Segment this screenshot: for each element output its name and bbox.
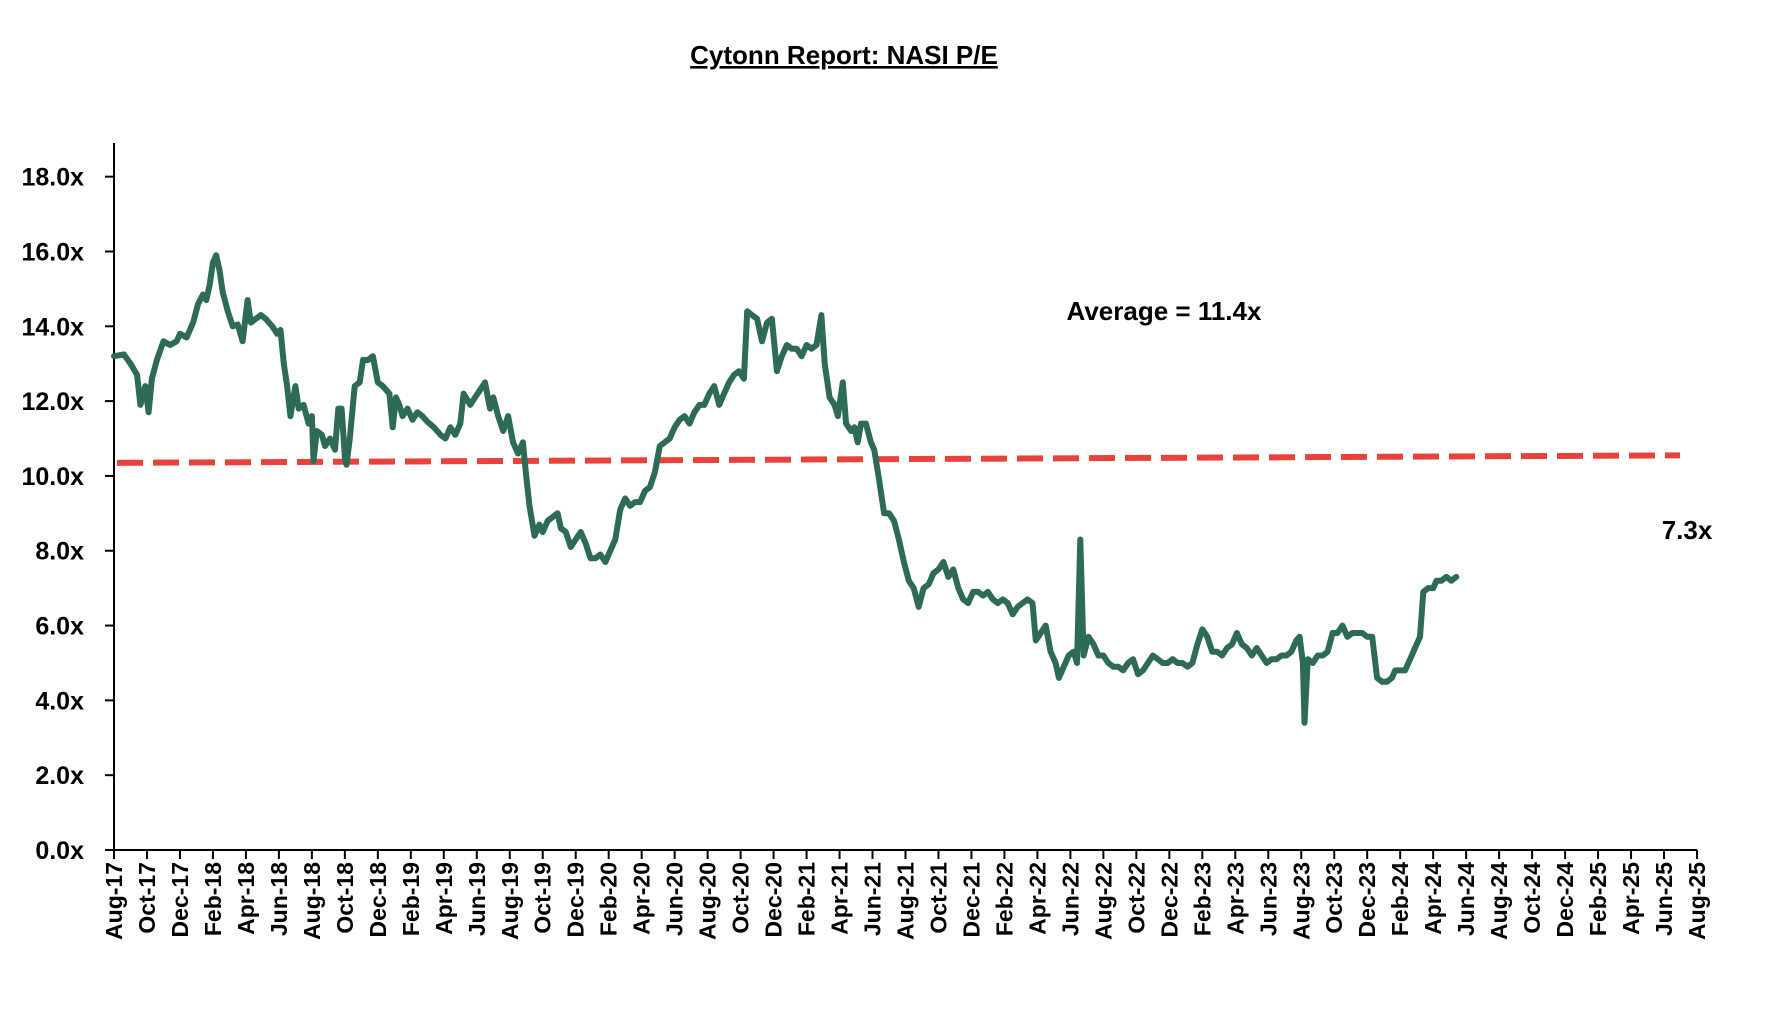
x-tick-label: Feb-20 [596,862,622,936]
x-tick-label: Oct-20 [728,862,754,934]
y-tick-label: 2.0x [35,762,84,790]
x-tick-label: Apr-18 [233,862,259,935]
x-tick-label: Aug-24 [1486,862,1512,940]
x-tick-label: Aug-20 [695,862,721,940]
average-line-group [116,452,1681,466]
average-line [116,452,1681,466]
x-tick-label: Feb-21 [794,862,820,936]
x-tick-label: Dec-17 [167,862,193,937]
x-tick-label: Dec-23 [1354,862,1380,937]
x-tick-label: Jun-18 [266,862,292,936]
x-tick-label: Jun-21 [860,862,886,936]
y-tick-label: 18.0x [21,164,84,192]
x-tick-label: Aug-19 [497,862,523,940]
x-tick-label: Oct-21 [925,862,951,934]
x-tick-label: Jun-23 [1255,862,1281,936]
series-group [111,252,1460,726]
x-tick-label: Dec-24 [1552,862,1578,938]
x-tick-label: Oct-17 [134,862,160,934]
x-tick-label: Jun-19 [464,862,490,936]
x-tick-label: Apr-20 [629,862,655,935]
average-label: Average = 11.4x [1067,296,1262,326]
x-tick-label: Dec-22 [1156,862,1182,937]
x-tick-label: Aug-18 [299,862,325,940]
x-tick-label: Feb-25 [1585,862,1611,936]
x-tick-label: Aug-25 [1684,862,1710,940]
x-tick-label: Apr-22 [1024,862,1050,935]
x-tick-label: Apr-21 [827,862,853,935]
x-tick-label: Oct-22 [1123,862,1149,934]
y-tick-label: 16.0x [21,238,84,266]
y-tick-label: 14.0x [21,313,84,341]
y-tick-label: 6.0x [35,613,84,641]
x-tick-label: Aug-22 [1090,862,1116,940]
y-tick-label: 4.0x [35,687,84,715]
y-tick-label: 8.0x [35,538,84,566]
x-tick-label: Jun-22 [1057,862,1083,936]
x-tick-label: Aug-17 [101,862,127,940]
x-tick-label: Aug-21 [893,862,919,940]
series-line-0 [111,252,1460,726]
y-tick-label: 12.0x [21,388,84,416]
x-tick-label: Oct-19 [530,862,556,934]
x-tick-label: Dec-19 [563,862,589,937]
x-tick-label: Jun-24 [1453,862,1479,936]
x-tick-label: Dec-20 [761,862,787,937]
last-value-label: 7.3x [1662,515,1713,545]
y-tick-label: 0.0x [35,837,84,865]
x-axis: Aug-17 Oct-17 Dec-17 Feb-18 Apr-18 Jun-18 Aug-… [101,849,1710,940]
x-tick-label: Aug-23 [1288,862,1314,940]
x-tick-label: Feb-18 [200,862,226,936]
x-tick-label: Apr-19 [431,862,457,935]
y-axis: 0.0x 2.0x 4.0x 6.0x 8.0x 10.0x 12.0x 14.0x 16.0x… [21,143,115,865]
x-tick-label: Feb-23 [1189,862,1215,936]
x-tick-label: Oct-18 [332,862,358,934]
x-tick-label: Apr-23 [1222,862,1248,935]
x-tick-label: Apr-25 [1618,862,1644,935]
x-tick-label: Jun-25 [1651,862,1677,936]
x-tick-label: Feb-24 [1387,862,1413,936]
x-tick-label: Dec-18 [365,862,391,938]
x-tick-label: Feb-22 [991,862,1017,936]
chart-title: Cytonn Report: NASI P/E [690,40,998,70]
x-tick-label: Jun-20 [662,862,688,936]
x-tick-label: Dec-21 [958,862,984,938]
y-tick-label: 10.0x [21,463,84,491]
x-tick-label: Oct-24 [1519,862,1545,934]
x-tick-label: Apr-24 [1420,862,1446,935]
x-tick-label: Oct-23 [1321,862,1347,934]
x-tick-label: Feb-19 [398,862,424,936]
